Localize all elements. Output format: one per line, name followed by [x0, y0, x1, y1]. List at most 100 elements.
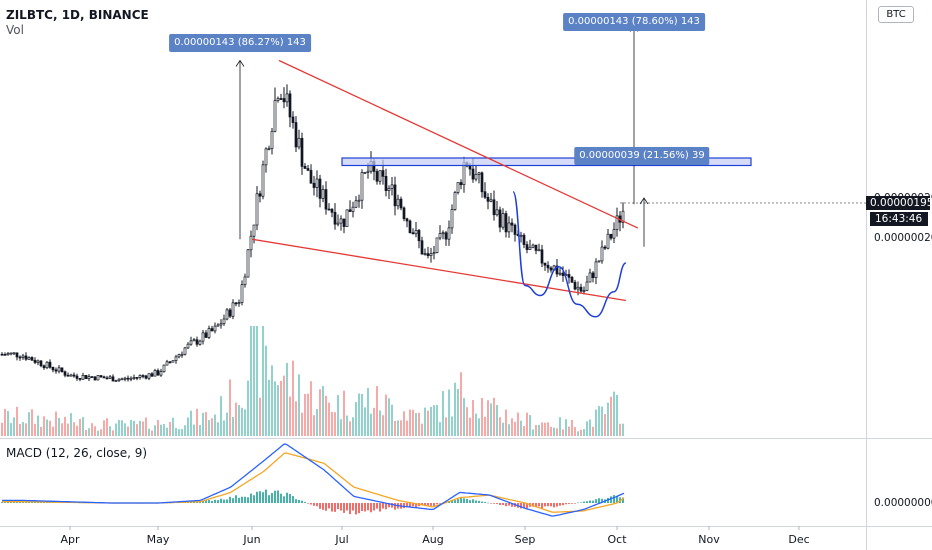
volume-bar [250, 326, 252, 436]
volume-bar [94, 426, 96, 436]
volume-bar [424, 407, 426, 436]
macd-histogram-bar [577, 502, 579, 504]
macd-histogram-bar [259, 491, 261, 503]
macd-label[interactable]: MACD (12, 26, close, 9) [6, 446, 148, 460]
candle-body [405, 218, 409, 222]
macd-histogram-bar [28, 501, 30, 503]
candle-body [429, 253, 433, 257]
macd-histogram-bar [616, 495, 618, 503]
candle-body [111, 376, 115, 382]
candle-body [90, 376, 94, 378]
volume-bar [13, 417, 15, 436]
volume-bar [580, 429, 582, 436]
macd-histogram-bar [436, 503, 438, 505]
candle-body [63, 371, 67, 376]
volume-bar [571, 419, 573, 436]
volume-bar [40, 427, 42, 436]
macd-histogram-bar [454, 500, 456, 503]
left-projection-label[interactable]: 0.00000143 (86.27%) 143 [169, 34, 311, 52]
candle-body [312, 182, 316, 188]
volume-bar [85, 430, 87, 436]
volume-bar [544, 422, 546, 436]
candle-body [351, 206, 355, 212]
macd-histogram-bar [313, 503, 315, 506]
macd-histogram-bar [388, 503, 390, 508]
volume-bar [271, 365, 273, 436]
candle-body [375, 171, 379, 182]
candle-body [264, 148, 268, 166]
candle-body [534, 244, 538, 251]
macd-histogram-bar [358, 503, 360, 514]
macd-histogram-bar [502, 503, 504, 505]
resistance-zone [341, 157, 752, 167]
symbol-title[interactable]: ZILBTC, 1D, BINANCE [6, 8, 149, 22]
candle-body [387, 188, 391, 191]
volume-bar [178, 429, 180, 436]
volume-bar [124, 423, 126, 436]
candle-body [531, 244, 535, 248]
candle-body [342, 218, 346, 227]
candle-body [246, 249, 250, 278]
candle-body [279, 98, 283, 100]
volume-bar [148, 428, 150, 436]
volume-bar [127, 426, 129, 436]
candle-body [600, 246, 604, 262]
candle-body [426, 253, 430, 257]
currency-badge[interactable]: BTC [878, 6, 914, 23]
volume-bar [151, 430, 153, 436]
candle-body [129, 377, 133, 380]
candle-body [336, 222, 340, 225]
candle-body [99, 375, 103, 378]
volume-bar [391, 404, 393, 436]
candle-body [453, 192, 457, 210]
candle-body [438, 233, 442, 239]
volume-bar [259, 397, 261, 436]
x-tick-label: Apr [60, 533, 80, 546]
trendline [251, 238, 627, 302]
candle-body [447, 227, 451, 240]
macd-histogram-bar [469, 500, 471, 503]
volume-bar [316, 409, 318, 436]
volume-bar [247, 380, 249, 436]
candle-body [528, 246, 532, 250]
candle-body [480, 172, 484, 193]
candle-body [282, 98, 286, 103]
candle-body [612, 229, 616, 239]
volume-bar [265, 345, 267, 436]
volume-bar [430, 406, 432, 436]
volume-bar [439, 422, 441, 436]
volume-bar [577, 431, 579, 436]
macd-histogram-bar [250, 493, 252, 503]
candle-body [378, 170, 382, 182]
volume-bar [10, 422, 12, 436]
macd-histogram-bar [553, 503, 555, 508]
volume-bar [274, 381, 276, 436]
volume-bar [172, 417, 174, 436]
candle-body [159, 371, 163, 376]
volume-bar [538, 424, 540, 436]
volume-bar [25, 423, 27, 436]
candle-body [225, 309, 229, 320]
candle-body [573, 281, 577, 290]
volume-bar [595, 409, 597, 436]
volume-bar [532, 429, 534, 436]
macd-histogram-bar [286, 492, 288, 503]
right-projection-label[interactable]: 0.00000143 (78.60%) 143 [563, 13, 705, 31]
macd-histogram-bar [280, 493, 282, 503]
macd-histogram-bar [310, 503, 312, 505]
candle-body [177, 354, 181, 358]
volume-bar [217, 422, 219, 436]
candle-body [165, 361, 169, 366]
resistance-measure-label[interactable]: 0.00000039 (21.56%) 39 [574, 147, 710, 165]
macd-histogram-bar [550, 503, 552, 507]
candle-body [540, 249, 544, 264]
volume-label[interactable]: Vol [6, 23, 24, 37]
macd-histogram-bar [430, 503, 432, 506]
candle-body [66, 374, 70, 377]
macd-histogram-bar [586, 501, 588, 503]
volume-bar [229, 379, 231, 436]
macd-histogram-bar [484, 502, 486, 503]
macd-histogram-bar [457, 499, 459, 503]
last-price-tag: 0.00000195 [866, 196, 932, 210]
